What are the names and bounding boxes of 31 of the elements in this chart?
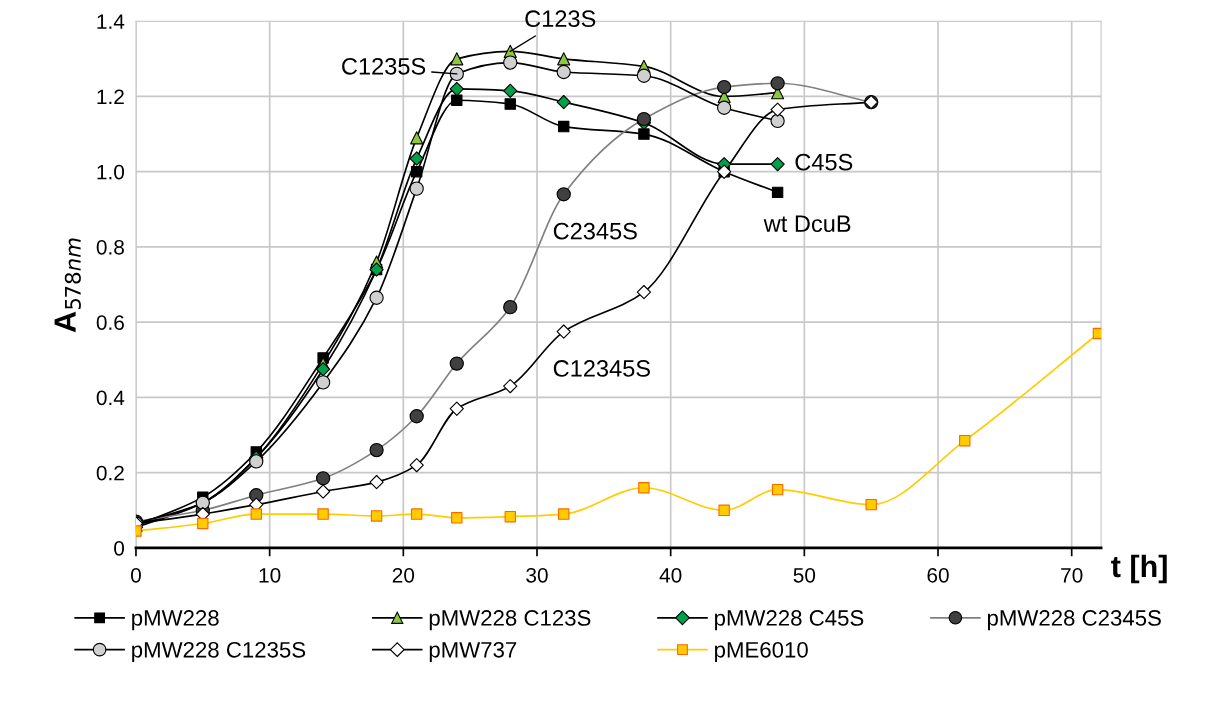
- x-tick-label: 50: [793, 567, 816, 583]
- y-tick-label: 0.8: [96, 239, 124, 255]
- annotation: C1235S: [342, 57, 426, 75]
- legend-label: pMW228 C45S: [715, 610, 864, 631]
- x-tick-label: 30: [526, 567, 548, 583]
- x-tick-label: 20: [392, 567, 415, 583]
- y-tick-label: 0: [114, 540, 125, 556]
- x-tick-label: 10: [259, 567, 281, 583]
- y-tick-label: 1.4: [97, 14, 125, 29]
- annotation: C12345S: [553, 360, 650, 377]
- annotation: C45S: [795, 153, 853, 171]
- legend-label: pMW228 C2345S: [987, 610, 1161, 631]
- x-tick-label: 0: [130, 567, 141, 583]
- x-tick-label: 40: [659, 567, 682, 583]
- y-axis-title: A$_{578nm}$: [54, 238, 81, 333]
- legend-label: pME6010: [715, 641, 808, 663]
- x-axis-title: t [h]: [1111, 554, 1167, 584]
- y-tick-label: 1.2: [97, 89, 124, 104]
- y-tick-label: 0.6: [96, 315, 124, 330]
- legend-label: pMW228 C1235S: [132, 641, 306, 663]
- legend-label: pMW228 C123S: [429, 610, 591, 631]
- y-tick-label: 0.2: [96, 465, 124, 481]
- annotation: wt DcuB: [763, 215, 851, 233]
- legend-label: pMW737: [429, 641, 517, 663]
- legend-label: pMW228: [132, 610, 219, 631]
- x-tick-label: 70: [1061, 567, 1083, 583]
- y-tick-label: 1.0: [97, 164, 125, 180]
- y-tick-label: 0.4: [96, 390, 125, 406]
- annotation: C123S: [525, 10, 596, 28]
- annotation: C2345S: [553, 222, 637, 240]
- x-tick-label: 60: [927, 567, 949, 583]
